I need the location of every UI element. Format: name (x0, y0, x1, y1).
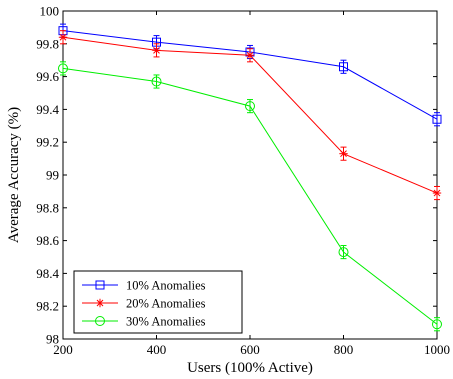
y-axis-label: Average Accuracy (%) (6, 107, 22, 243)
y-tick-label: 99.8 (36, 36, 59, 51)
data-point (58, 33, 68, 42)
data-point (432, 319, 442, 330)
data-point (58, 63, 68, 74)
series-3 (58, 61, 442, 332)
y-axis-ticks: 98 98.2 98.4 98.6 98.8 99 99.2 99.4 99.6 99.8 100 (36, 4, 437, 347)
series-layer (58, 23, 442, 332)
y-tick-label: 98.8 (36, 200, 59, 215)
data-point (432, 188, 442, 198)
y-tick-label: 98.6 (36, 233, 59, 248)
x-tick-label: 200 (53, 342, 73, 357)
data-point (432, 114, 442, 124)
asterisk-stroke (340, 150, 347, 158)
asterisk-stroke (153, 46, 160, 54)
y-tick-label: 98.4 (36, 266, 59, 281)
data-point (245, 101, 255, 112)
legend-marker (95, 280, 105, 290)
legend: 10% Anomalies 20% Anomalies 30% Anomalies (73, 270, 243, 334)
asterisk-stroke (433, 189, 441, 197)
x-tick-label: 1000 (424, 342, 450, 357)
y-tick-label: 99.2 (36, 135, 59, 150)
x-axis-ticks: 200 400 600 800 1000 (53, 11, 450, 357)
legend-label: 10% Anomalies (126, 279, 206, 293)
x-axis-label: Users (100% Active) (187, 360, 313, 376)
legend-label: 20% Anomalies (126, 297, 206, 311)
legend-label: 30% Anomalies (126, 315, 206, 329)
data-point (339, 62, 348, 72)
y-tick-label: 99 (46, 168, 59, 183)
asterisk-stroke (96, 299, 104, 307)
legend-marker (95, 316, 105, 326)
legend-entry: 30% Anomalies (82, 315, 206, 329)
x-tick-label: 600 (240, 342, 260, 357)
y-tick-label: 100 (40, 4, 60, 19)
legend-entry: 20% Anomalies (82, 297, 206, 311)
data-point (339, 149, 348, 158)
y-tick-label: 98.2 (36, 299, 59, 314)
data-point (338, 247, 349, 258)
legend-entry: 10% Anomalies (82, 279, 206, 293)
x-tick-label: 400 (147, 342, 167, 357)
legend-marker (95, 298, 105, 308)
y-tick-label: 99.4 (36, 102, 59, 117)
asterisk-stroke (59, 33, 67, 41)
y-tick-label: 98 (46, 332, 59, 347)
y-tick-label: 99.6 (36, 69, 59, 84)
data-point (151, 76, 162, 87)
series-2 (58, 30, 442, 201)
asterisk-stroke (246, 51, 254, 59)
x-tick-label: 800 (334, 342, 354, 357)
data-point (152, 46, 161, 55)
data-point (245, 51, 255, 60)
